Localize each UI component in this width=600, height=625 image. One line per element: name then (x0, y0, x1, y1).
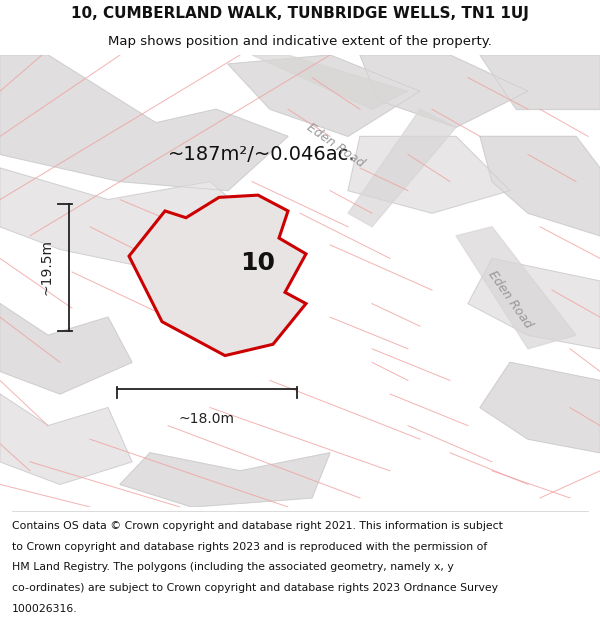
Text: 100026316.: 100026316. (12, 604, 77, 614)
Polygon shape (456, 227, 576, 349)
Text: ~18.0m: ~18.0m (179, 412, 235, 426)
Polygon shape (480, 55, 600, 109)
Text: 10, CUMBERLAND WALK, TUNBRIDGE WELLS, TN1 1UJ: 10, CUMBERLAND WALK, TUNBRIDGE WELLS, TN… (71, 6, 529, 21)
Polygon shape (348, 109, 456, 227)
Polygon shape (0, 304, 132, 394)
Text: ~19.5m: ~19.5m (40, 239, 54, 296)
Text: co-ordinates) are subject to Crown copyright and database rights 2023 Ordnance S: co-ordinates) are subject to Crown copyr… (12, 583, 498, 593)
Text: Eden Road: Eden Road (485, 268, 535, 330)
Polygon shape (0, 394, 132, 484)
Polygon shape (360, 55, 528, 128)
Polygon shape (348, 136, 510, 213)
Text: Map shows position and indicative extent of the property.: Map shows position and indicative extent… (108, 35, 492, 48)
Polygon shape (129, 195, 306, 356)
Polygon shape (480, 136, 600, 236)
Text: Contains OS data © Crown copyright and database right 2021. This information is : Contains OS data © Crown copyright and d… (12, 521, 503, 531)
Polygon shape (468, 258, 600, 349)
Polygon shape (480, 362, 600, 452)
Polygon shape (0, 55, 288, 191)
Text: Eden Road: Eden Road (305, 121, 367, 170)
Text: to Crown copyright and database rights 2023 and is reproduced with the permissio: to Crown copyright and database rights 2… (12, 542, 487, 552)
Text: ~187m²/~0.046ac.: ~187m²/~0.046ac. (168, 145, 356, 164)
Polygon shape (120, 452, 330, 507)
Polygon shape (252, 55, 408, 109)
Polygon shape (0, 168, 252, 272)
Text: 10: 10 (241, 251, 275, 275)
Polygon shape (228, 55, 420, 136)
Text: HM Land Registry. The polygons (including the associated geometry, namely x, y: HM Land Registry. The polygons (includin… (12, 562, 454, 572)
